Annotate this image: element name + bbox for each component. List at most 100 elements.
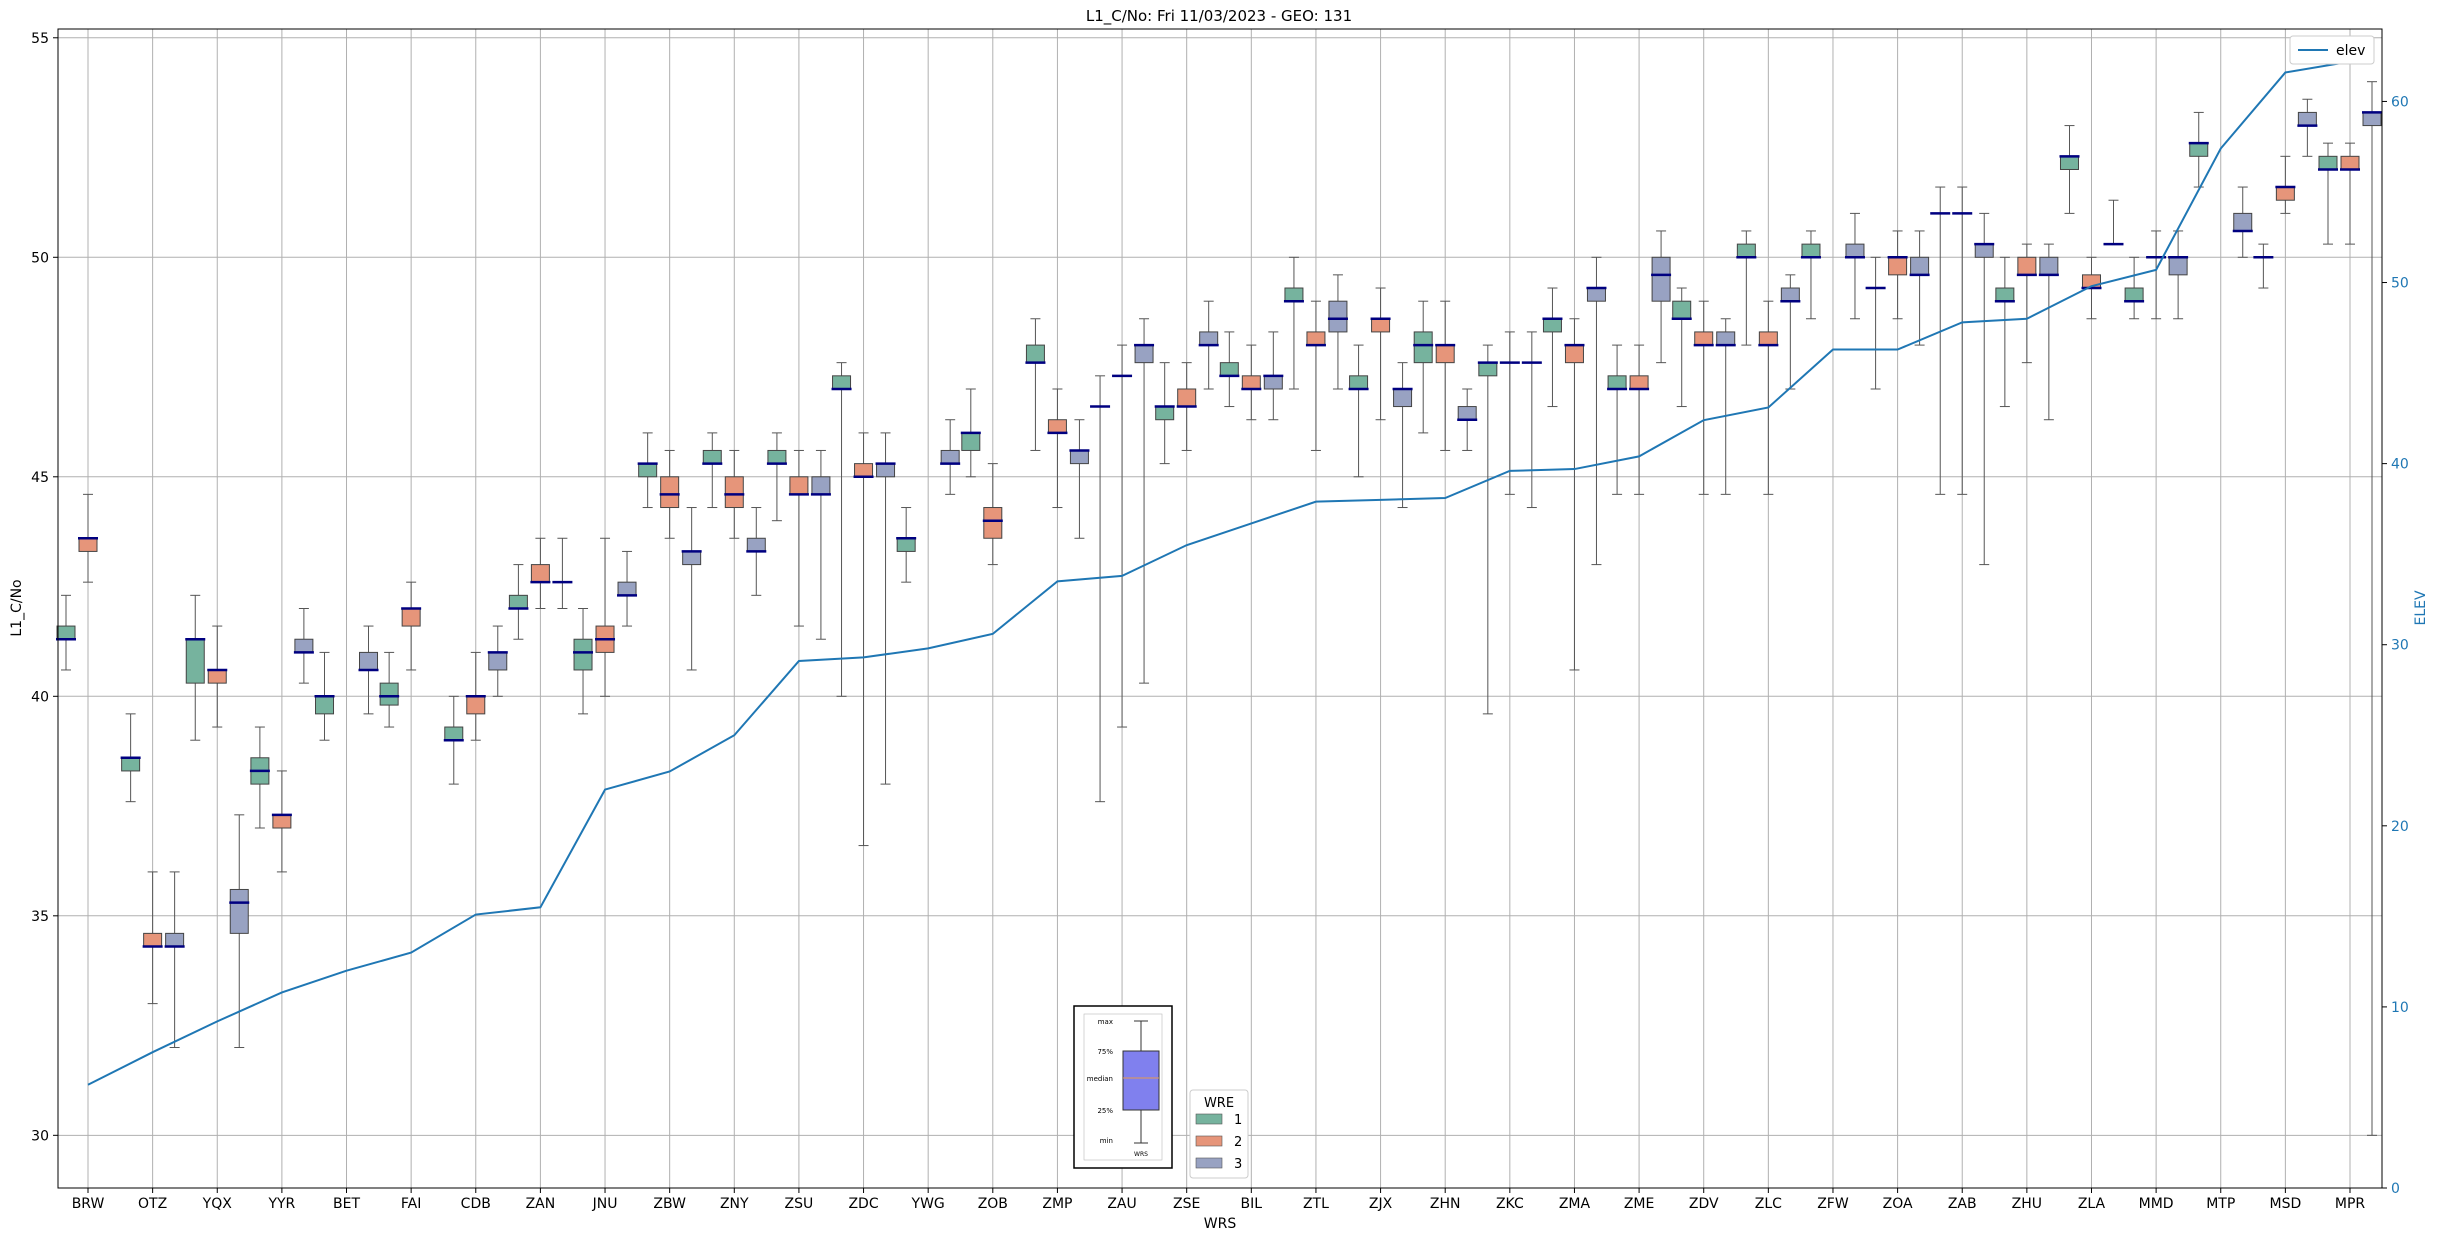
box-body-wre-2 — [2017, 256, 2037, 276]
box-body-wre-3 — [1845, 243, 1865, 258]
elev-legend-label: elev — [2336, 43, 2365, 59]
box-body-wre-3 — [1134, 344, 1154, 364]
box-body-wre-2 — [530, 564, 550, 583]
wre-legend: WRE 1 2 3 — [1189, 1089, 1249, 1179]
x-tick-label: ZOA — [1883, 1196, 1913, 1212]
x-tick-label: ZDV — [1689, 1196, 1719, 1212]
x-tick-label: BET — [333, 1196, 360, 1212]
x-tick-label: ZNY — [720, 1196, 749, 1212]
box-body-wre-2 — [466, 695, 486, 715]
x-tick-label: YWG — [911, 1196, 945, 1212]
box-body-wre-1 — [1801, 243, 1821, 258]
box-body-wre-1 — [1284, 287, 1304, 302]
axes: BRW OTZ YQX YYR BET FAI CDB ZAN JNU ZBW ZNY ZSU ZDC Y… — [31, 31, 2409, 1212]
box-body-wre-1 — [1995, 287, 2015, 302]
box-body-wre-3 — [1393, 388, 1413, 408]
wre-legend-title: WRE — [1204, 1096, 1234, 1111]
box-key-box — [1122, 1050, 1160, 1111]
x-tick-label: YYR — [267, 1196, 295, 1212]
box-key-xlabel: WRS — [1134, 1151, 1148, 1158]
box-body-wre-2 — [207, 669, 227, 684]
wre-legend-swatch-3 — [1195, 1157, 1223, 1169]
box-body-wre-3 — [2297, 111, 2317, 127]
x-tick-label: ZFW — [1817, 1196, 1849, 1212]
x-tick-label: ZLC — [1755, 1196, 1782, 1212]
plot-frame — [57, 28, 2383, 1189]
x-tick-label: ZAU — [1107, 1196, 1136, 1212]
x-tick-label: ZAN — [526, 1196, 556, 1212]
box-body-wre-3 — [165, 932, 185, 948]
box-body-wre-3 — [359, 651, 379, 671]
box-body-wre-2 — [1371, 318, 1391, 333]
box-body-wre-3 — [617, 581, 637, 596]
y2-axis-label: ELEV — [2413, 590, 2429, 625]
box-body-wre-3 — [2168, 256, 2188, 276]
box-body-wre-3 — [1069, 449, 1089, 465]
wre-legend-swatch-2 — [1195, 1135, 1223, 1147]
y-tick-label: 50 — [31, 250, 49, 266]
y2-tick-label: 20 — [2391, 819, 2409, 835]
box-body-wre-2 — [1694, 331, 1714, 346]
box-body-wre-2 — [1306, 331, 1326, 346]
box-body-wre-3 — [876, 463, 896, 478]
box-body-wre-2 — [1564, 344, 1584, 364]
box-body-wre-1 — [2318, 155, 2338, 170]
x-tick-label: ZDC — [848, 1196, 878, 1212]
box-key-label-25: 25% — [1097, 1107, 1113, 1115]
box-body-wre-1 — [1736, 243, 1756, 258]
box-body-wre-1 — [702, 449, 722, 465]
box-body-wre-1 — [185, 638, 205, 684]
box-body-wre-1 — [315, 695, 335, 715]
y-tick-label: 55 — [31, 31, 49, 47]
box-groups — [56, 81, 2382, 1136]
x-tick-label: ZSU — [785, 1196, 814, 1212]
box-body-wre-1 — [573, 638, 593, 671]
box-body-wre-3 — [488, 651, 508, 671]
x-tick-label: MPR — [2335, 1196, 2366, 1212]
box-key-label-max: max — [1098, 1018, 1113, 1026]
x-tick-label: MSD — [2269, 1196, 2301, 1212]
box-body-wre-2 — [1435, 344, 1455, 364]
x-tick-label: JNU — [592, 1196, 618, 1212]
x-tick-label: ZHU — [2012, 1196, 2042, 1212]
box-body-wre-1 — [2189, 142, 2209, 157]
y2-tick-label: 50 — [2391, 276, 2409, 292]
box-body-wre-1 — [1478, 362, 1498, 377]
x-tick-label: ZMA — [1559, 1196, 1591, 1212]
y2-tick-label: 0 — [2391, 1181, 2400, 1197]
box-body-wre-3 — [682, 550, 702, 566]
box-body-wre-1 — [56, 625, 76, 640]
elev-line — [87, 60, 2351, 1086]
x-tick-label: CDB — [461, 1196, 491, 1212]
x-tick-label: ZMP — [1042, 1196, 1072, 1212]
x-tick-label: ZAB — [1948, 1196, 1977, 1212]
box-body-wre-3 — [1586, 287, 1606, 302]
box-body-wre-1 — [1025, 344, 1045, 364]
box-body-wre-3 — [1199, 331, 1219, 346]
box-body-wre-2 — [1629, 375, 1649, 390]
y-tick-label: 35 — [31, 909, 49, 925]
box-body-wre-2 — [1758, 331, 1778, 346]
box-body-wre-2 — [2340, 155, 2360, 170]
y2-tick-label: 40 — [2391, 457, 2409, 473]
x-tick-label: ZJX — [1369, 1196, 1393, 1212]
elev-line-layer — [87, 60, 2351, 1086]
box-body-wre-2 — [854, 463, 874, 478]
box-body-wre-2 — [983, 507, 1003, 539]
box-body-wre-1 — [961, 432, 981, 451]
x-tick-label: MMD — [2139, 1196, 2174, 1212]
box-body-wre-3 — [1457, 406, 1477, 421]
box-body-wre-3 — [2039, 256, 2059, 276]
y2-tick-label: 60 — [2391, 94, 2409, 110]
box-body-wre-3 — [811, 476, 831, 495]
box-body-wre-3 — [746, 537, 766, 552]
box-key-label-median: median — [1087, 1075, 1113, 1083]
x-tick-label: ZOB — [978, 1196, 1008, 1212]
elev-legend: elev — [2289, 35, 2375, 65]
wre-legend-swatch-1 — [1195, 1113, 1223, 1125]
box-body-wre-1 — [832, 375, 852, 390]
x-tick-label: OTZ — [138, 1196, 167, 1212]
box-body-wre-1 — [638, 463, 658, 478]
